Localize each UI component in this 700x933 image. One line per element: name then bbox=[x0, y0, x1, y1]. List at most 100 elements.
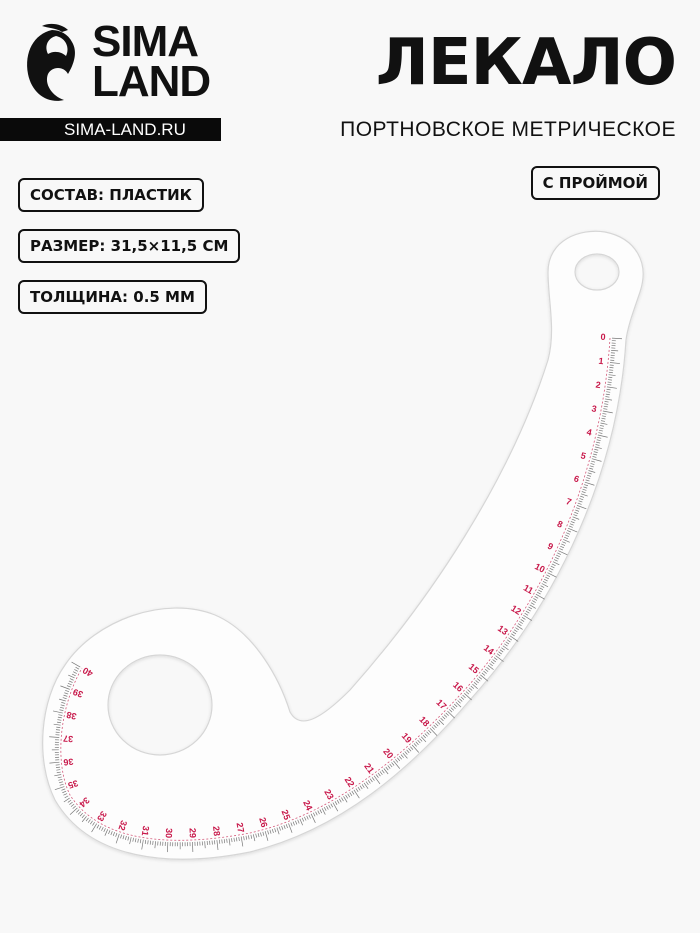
scale-label: 22 bbox=[343, 775, 357, 789]
scale-label: 21 bbox=[362, 761, 376, 775]
scale-label: 7 bbox=[565, 496, 573, 507]
scale-tick bbox=[396, 757, 401, 762]
scale-tick bbox=[75, 666, 80, 670]
scale-tick bbox=[317, 810, 320, 815]
scale-tick bbox=[49, 761, 60, 764]
scale-tick bbox=[269, 829, 272, 834]
scale-tick bbox=[383, 768, 389, 775]
scale-tick bbox=[598, 429, 603, 432]
scale-tick bbox=[550, 565, 555, 569]
scale-tick bbox=[257, 833, 260, 838]
scale-tick bbox=[495, 655, 504, 662]
scale-label: 40 bbox=[81, 665, 95, 679]
scale-tick bbox=[589, 467, 594, 470]
scale-tick bbox=[63, 694, 68, 697]
scale-tick bbox=[602, 413, 607, 415]
scale-tick bbox=[586, 474, 592, 477]
scale-tick bbox=[606, 391, 611, 393]
scale-tick bbox=[511, 633, 515, 637]
scale-tick bbox=[55, 766, 61, 768]
scale-tick bbox=[604, 403, 609, 405]
scale-tick bbox=[561, 543, 566, 546]
scale-tick bbox=[584, 481, 595, 486]
scale-tick bbox=[334, 801, 338, 805]
scale-tick bbox=[419, 738, 423, 742]
scale-tick bbox=[574, 511, 579, 515]
scale-tick bbox=[341, 797, 344, 802]
scale-tick bbox=[433, 724, 437, 729]
scale-tick bbox=[521, 617, 526, 620]
scale-tick bbox=[139, 839, 142, 844]
scale-tick bbox=[422, 734, 426, 739]
scale-tick bbox=[377, 772, 381, 777]
scale-label: 32 bbox=[116, 819, 129, 832]
scale-tick bbox=[319, 809, 323, 814]
scale-tick bbox=[489, 663, 493, 667]
scale-tick bbox=[435, 723, 439, 727]
scale-tick bbox=[400, 754, 404, 758]
scale-tick bbox=[585, 479, 590, 482]
scale-tick bbox=[508, 637, 512, 641]
scale-tick bbox=[541, 583, 549, 588]
scale-tick bbox=[57, 719, 62, 721]
scale-tick bbox=[539, 587, 544, 591]
scale-label: 14 bbox=[482, 643, 496, 657]
scale-tick bbox=[137, 838, 139, 843]
scale-tick bbox=[527, 608, 531, 612]
scale-tick bbox=[54, 786, 65, 791]
scale-tick bbox=[608, 376, 613, 378]
scale-tick bbox=[304, 816, 307, 821]
scale-tick bbox=[389, 763, 393, 768]
scale-tick bbox=[529, 604, 536, 609]
scale-tick bbox=[308, 814, 311, 819]
scale-tick bbox=[512, 631, 517, 635]
scale-tick bbox=[611, 349, 619, 352]
scale-tick bbox=[369, 778, 373, 783]
scale-tick bbox=[532, 600, 536, 603]
scale-tick bbox=[404, 751, 408, 755]
scale-tick bbox=[61, 702, 66, 704]
spec-size: РАЗМЕР: 31,5×11,5 СМ bbox=[18, 229, 241, 263]
scale-label: 11 bbox=[522, 583, 535, 596]
scale-tick bbox=[365, 781, 369, 786]
scale-tick bbox=[509, 635, 519, 642]
scale-tick bbox=[594, 446, 602, 449]
scale-label: 37 bbox=[63, 733, 74, 744]
scale-tick bbox=[395, 759, 399, 763]
scale-tick bbox=[535, 593, 545, 600]
scale-tick bbox=[580, 493, 588, 497]
scale-tick bbox=[223, 839, 226, 844]
scale-tick bbox=[560, 545, 565, 549]
scale-tick bbox=[431, 726, 435, 730]
scale-label: 13 bbox=[496, 623, 510, 637]
scale-tick bbox=[64, 795, 69, 799]
scale-tick bbox=[60, 685, 70, 690]
scale-tick bbox=[442, 716, 446, 720]
scale-tick bbox=[583, 486, 588, 489]
scale-tick bbox=[363, 782, 369, 789]
scale-tick bbox=[505, 641, 510, 645]
scale-label: 5 bbox=[580, 450, 587, 461]
scale-tick bbox=[549, 567, 554, 571]
scale-tick bbox=[596, 441, 601, 444]
scale-tick bbox=[605, 396, 610, 398]
scale-label: 34 bbox=[77, 795, 91, 809]
scale-tick bbox=[276, 827, 280, 835]
scale-tick bbox=[597, 434, 608, 438]
scale-tick bbox=[564, 536, 569, 540]
scale-tick bbox=[530, 602, 535, 606]
scale-tick bbox=[69, 801, 73, 805]
scale-tick bbox=[597, 437, 602, 439]
scale-tick bbox=[476, 678, 481, 682]
scale-tick bbox=[460, 696, 465, 700]
scale-tick bbox=[77, 811, 82, 815]
scale-tick bbox=[584, 484, 589, 487]
scale-tick bbox=[609, 362, 620, 364]
scale-tick bbox=[67, 799, 72, 803]
scale-tick bbox=[429, 728, 438, 736]
scale-tick bbox=[313, 812, 316, 817]
scale-label: 15 bbox=[467, 662, 481, 676]
scale-tick bbox=[57, 716, 62, 719]
scale-tick bbox=[588, 470, 596, 473]
scale-tick bbox=[548, 570, 553, 573]
